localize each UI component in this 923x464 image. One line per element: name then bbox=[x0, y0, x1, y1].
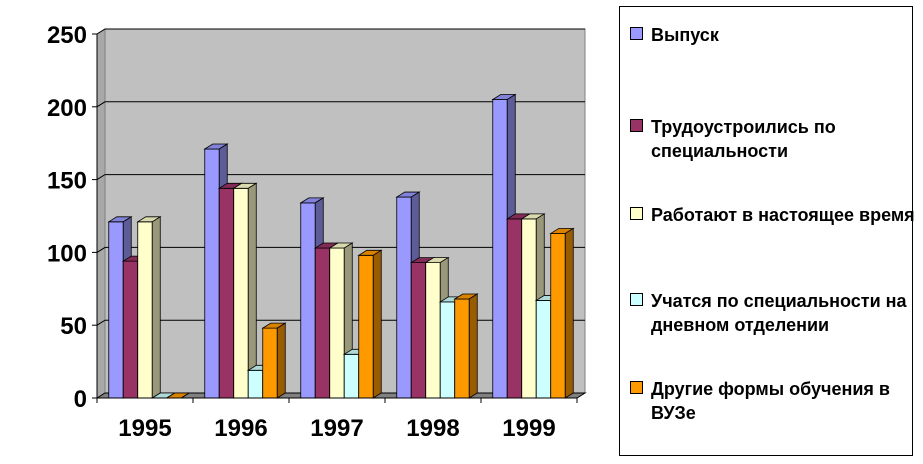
legend-item-other-university: Другие формы обучения в ВУЗе bbox=[630, 377, 916, 425]
legend-label: Трудоустроились по специальности bbox=[651, 117, 836, 161]
legend-label: Другие формы обучения в ВУЗе bbox=[651, 379, 890, 423]
bar bbox=[108, 221, 124, 399]
bar bbox=[535, 300, 552, 399]
gridline bbox=[96, 101, 585, 108]
x-tick-label: 1999 bbox=[502, 415, 555, 442]
legend-swatch bbox=[630, 207, 643, 220]
legend-item-working-now: Работают в настоящее время bbox=[630, 203, 916, 227]
plot-side-wall bbox=[96, 28, 106, 399]
y-tick-label: 100 bbox=[47, 240, 87, 267]
bar bbox=[410, 262, 427, 399]
legend-swatch bbox=[630, 119, 643, 132]
x-tick-label: 1997 bbox=[310, 415, 363, 442]
x-tick-label: 1998 bbox=[406, 415, 459, 442]
chart-legend: Выпуск Трудоустроились по специальности … bbox=[619, 6, 916, 456]
bar-side bbox=[372, 249, 382, 399]
gridline bbox=[96, 246, 585, 253]
legend-swatch bbox=[630, 27, 643, 40]
y-tick-label: 50 bbox=[60, 313, 87, 340]
bar bbox=[439, 301, 456, 399]
bar bbox=[521, 218, 537, 399]
gridline bbox=[96, 28, 585, 35]
bar bbox=[247, 369, 264, 399]
bar bbox=[137, 221, 153, 399]
legend-item-employed-by-specialty: Трудоустроились по специальности bbox=[630, 115, 916, 163]
bar bbox=[550, 233, 566, 399]
x-tick-label: 1996 bbox=[214, 415, 267, 442]
bar bbox=[506, 218, 523, 399]
legend-swatch bbox=[630, 381, 643, 394]
y-tick-label: 250 bbox=[47, 22, 87, 49]
bar bbox=[454, 298, 470, 399]
bar bbox=[358, 254, 374, 399]
y-tick-label: 0 bbox=[74, 386, 87, 413]
bar bbox=[122, 260, 139, 399]
legend-label: Учатся по специальности на дневном отдел… bbox=[651, 291, 907, 335]
y-tick-label: 200 bbox=[47, 95, 87, 122]
bar bbox=[300, 202, 316, 399]
bar-side bbox=[564, 227, 574, 399]
bar-side bbox=[468, 293, 478, 399]
y-tick-label: 150 bbox=[47, 168, 87, 195]
x-tick-label: 1995 bbox=[118, 415, 171, 442]
legend-swatch bbox=[630, 293, 643, 306]
bar bbox=[343, 353, 360, 399]
gridline bbox=[96, 174, 585, 181]
legend-label: Работают в настоящее время bbox=[651, 205, 915, 225]
bar bbox=[204, 148, 220, 399]
bar bbox=[218, 187, 235, 399]
bar bbox=[396, 196, 412, 399]
bar bbox=[233, 187, 249, 399]
legend-label: Выпуск bbox=[651, 25, 719, 45]
bar bbox=[262, 327, 278, 399]
bar bbox=[492, 99, 508, 399]
bar bbox=[314, 247, 331, 399]
legend-item-studying-fulltime: Учатся по специальности на дневном отдел… bbox=[630, 289, 916, 337]
legend-item-vypusk: Выпуск bbox=[630, 23, 916, 47]
bar bbox=[425, 262, 441, 399]
bar-side bbox=[151, 216, 161, 399]
bar-chart: 0 50 100 150 200 250 1995 1996 1997 1998 1999 bbox=[47, 22, 587, 442]
bar-side bbox=[276, 322, 286, 399]
bar-side bbox=[181, 392, 190, 399]
bar bbox=[329, 247, 345, 399]
